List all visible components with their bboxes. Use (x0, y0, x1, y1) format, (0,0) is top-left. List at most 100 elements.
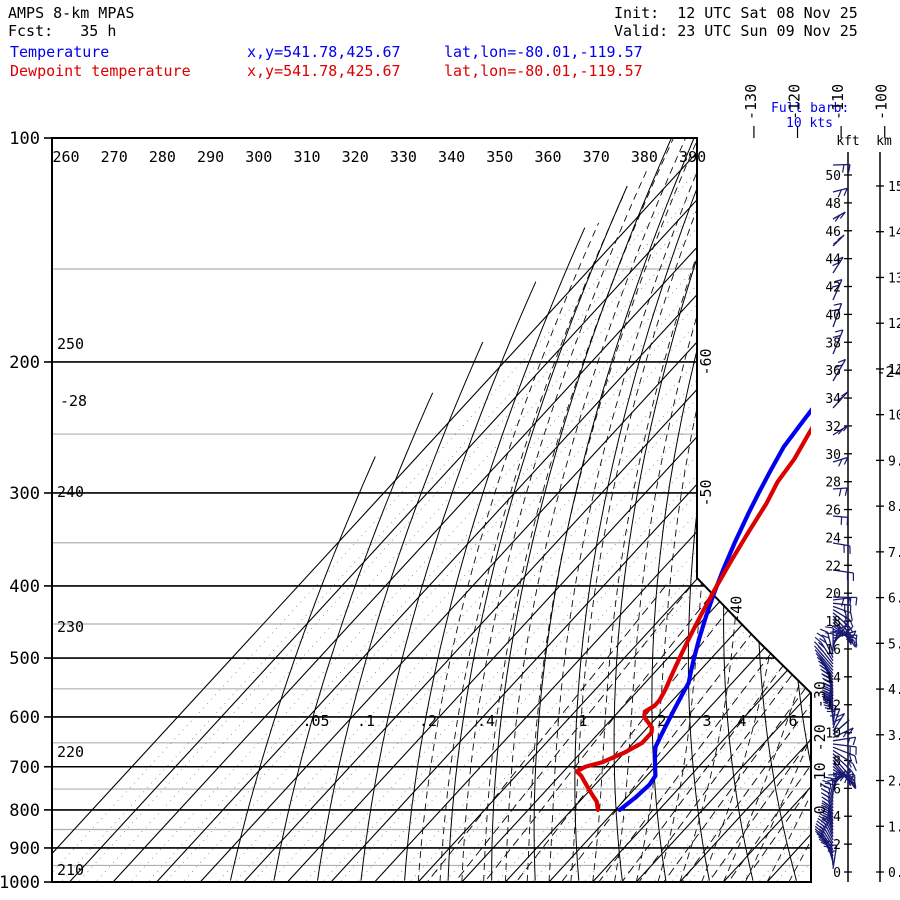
wind-barb (832, 487, 848, 497)
grid-line (688, 138, 811, 882)
grid-line (651, 138, 763, 881)
wind-barb (832, 234, 845, 247)
wind-barb (814, 636, 834, 662)
wind-barb (832, 569, 855, 581)
wind-barb (832, 211, 846, 222)
grid-line (670, 138, 811, 882)
wind-barb (832, 771, 851, 783)
pressure-tick-label: 200 (9, 353, 40, 373)
isotherm-right-label: -30 (811, 681, 829, 708)
wind-barb (832, 746, 858, 764)
isotherm-top-label: -110 (829, 84, 847, 120)
grid-line (404, 227, 586, 881)
mixing-ratio-label: .2 (419, 712, 437, 730)
init-time: Init: 12 UTC Sat 08 Nov 25 (614, 4, 858, 22)
dewpoint-xy: x,y=541.78,425.67 (247, 62, 401, 80)
grid-line (613, 138, 740, 881)
dewpoint-legend-label: Dewpoint temperature (10, 62, 191, 80)
theta-left-label: 250 (57, 335, 84, 353)
wind-barb (816, 632, 834, 658)
theta-left-label: 210 (57, 861, 84, 879)
wind-barb (831, 302, 843, 328)
theta-top-label: 360 (534, 148, 561, 166)
theta-top-label: 280 (149, 148, 176, 166)
isotherm-top-label: -100 (873, 84, 891, 120)
theta-top-label: 330 (390, 148, 417, 166)
pressure-tick-label: 600 (9, 708, 40, 728)
grid-line (217, 138, 811, 882)
kft-tick-label: 16 (825, 643, 841, 658)
mixing-ratio-label: 1 (578, 712, 587, 730)
grid-line (505, 138, 811, 882)
grid-line (618, 138, 811, 882)
grid-line (635, 138, 777, 882)
kft-tick-label: 20 (825, 587, 841, 602)
wind-barb (823, 839, 834, 866)
wind-barb (827, 844, 838, 869)
kft-tick-label: 0 (833, 866, 841, 881)
mixing-ratio-label: 3 (702, 712, 711, 730)
isotherm-right-label: 0 (811, 805, 829, 814)
km-tick-label: 15. (888, 180, 900, 195)
wind-barb (832, 749, 857, 772)
grid-line (165, 138, 811, 882)
pressure-tick-label: 1000 (0, 873, 40, 893)
wind-barb (825, 626, 834, 652)
kft-tick-label: 4 (833, 810, 841, 825)
isotherm-right-label: -60 (697, 348, 715, 375)
valid-time: Valid: 23 UTC Sun 09 Nov 25 (614, 22, 858, 40)
grid-line (243, 138, 811, 882)
wind-barb (832, 743, 857, 755)
isotherm-inner-label: -20 (894, 363, 900, 381)
grid-line (548, 138, 712, 882)
kft-tick-label: 30 (825, 448, 841, 463)
kft-tick-label: 18 (825, 615, 841, 630)
grid-line (287, 138, 811, 882)
wind-barb (832, 609, 854, 628)
grid-line (548, 138, 811, 882)
grid-line (526, 138, 699, 882)
wind-barb (824, 701, 834, 722)
theta-left-label: 240 (57, 483, 84, 501)
grid-line (574, 138, 717, 881)
kft-tick-label: 8 (833, 754, 841, 769)
theta-top-label: 310 (293, 148, 320, 166)
wind-barb (814, 645, 834, 668)
grid-line (583, 138, 811, 882)
isotherm-right-label: -10 (811, 762, 829, 789)
grid-line (147, 138, 811, 882)
theta-top-label: 380 (631, 148, 658, 166)
isotherm-inner-label: -24 (876, 363, 900, 381)
grid-line (705, 138, 811, 882)
grid-line (483, 138, 674, 882)
grid-line (491, 138, 672, 881)
km-tick-label: 3. (888, 729, 900, 744)
grid-line (592, 138, 741, 882)
kft-tick-label: 36 (825, 364, 841, 379)
theta-top-label: 290 (197, 148, 224, 166)
isotherm-right-label: -40 (727, 596, 745, 623)
wind-barb (832, 358, 847, 382)
pressure-tick-label: 100 (9, 129, 40, 149)
grid-line (533, 138, 695, 881)
kft-tick-label: 28 (825, 476, 841, 491)
km-tick-label: 13. (888, 271, 900, 286)
km-tick-label: 7. (888, 546, 900, 561)
kft-tick-label: 6 (833, 782, 841, 797)
kft-tick-label: 42 (825, 281, 841, 296)
km-tick-label: 6. (888, 592, 900, 607)
wind-barb (814, 649, 834, 671)
grid-line (679, 138, 811, 882)
wind-barb (827, 773, 837, 793)
grid-line (461, 168, 648, 882)
wind-barb (814, 641, 834, 665)
model-title: AMPS 8-km MPAS (8, 4, 135, 22)
km-tick-label: 14. (888, 226, 900, 241)
grid-line (447, 185, 628, 881)
wind-barb (819, 628, 834, 655)
pressure-tick-label: 800 (9, 801, 40, 821)
theta-left-label: 220 (57, 743, 84, 761)
kft-tick-label: 34 (825, 392, 841, 407)
km-tick-label: 0. (888, 866, 900, 881)
